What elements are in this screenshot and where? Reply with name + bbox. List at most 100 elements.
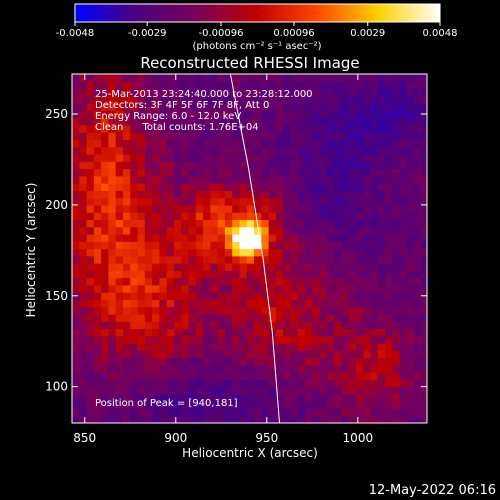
heatmap-cell xyxy=(305,204,313,213)
heatmap-cell xyxy=(363,335,372,344)
heatmap-cell xyxy=(363,372,372,380)
heatmap-cell xyxy=(283,212,292,221)
heatmap-cell xyxy=(341,226,350,235)
heatmap-cell xyxy=(363,168,372,177)
heatmap-cell xyxy=(101,357,110,366)
heatmap-cell xyxy=(203,357,211,366)
heatmap-cell xyxy=(181,350,190,359)
heatmap-cell xyxy=(326,103,335,111)
heatmap-cell xyxy=(334,350,343,359)
heatmap-cell xyxy=(319,153,328,162)
heatmap-cell xyxy=(261,241,270,250)
heatmap-cell xyxy=(195,408,204,417)
heatmap-cell xyxy=(363,248,372,257)
heatmap-cell xyxy=(159,183,168,191)
heatmap-cell xyxy=(72,161,80,170)
heatmap-cell xyxy=(224,292,233,300)
heatmap-cell xyxy=(334,74,343,82)
heatmap-cell xyxy=(370,168,379,177)
heatmap-cell xyxy=(188,132,197,141)
heatmap-cell xyxy=(203,292,211,300)
heatmap-cell xyxy=(348,161,357,170)
heatmap-cell xyxy=(370,328,379,337)
heatmap-cell xyxy=(72,175,80,184)
heatmap-cell xyxy=(137,197,146,206)
heatmap-cell xyxy=(399,263,408,271)
heatmap-cell xyxy=(181,139,190,148)
heatmap-cell xyxy=(254,190,262,199)
heatmap-cell xyxy=(385,255,394,264)
heatmap-cell xyxy=(268,299,277,308)
heatmap-cell xyxy=(377,197,386,206)
heatmap-cell xyxy=(166,248,175,257)
heatmap-cell xyxy=(239,95,248,104)
heatmap-cell xyxy=(86,190,95,199)
heatmap-cell xyxy=(319,212,328,221)
heatmap-cell xyxy=(297,393,306,402)
heatmap-cell xyxy=(297,313,306,322)
heatmap-cell xyxy=(72,299,80,308)
heatmap-cell xyxy=(108,321,117,330)
heatmap-cell xyxy=(159,343,168,351)
heatmap-cell xyxy=(108,313,117,322)
heatmap-cell xyxy=(290,204,299,213)
heatmap-cell xyxy=(181,103,190,111)
heatmap-cell xyxy=(79,161,88,170)
heatmap-cell xyxy=(319,364,328,373)
heatmap-cell xyxy=(152,270,160,279)
heatmap-cell xyxy=(173,386,182,395)
heatmap-cell xyxy=(297,103,306,111)
heatmap-cell xyxy=(254,313,262,322)
heatmap-cell xyxy=(130,379,139,388)
heatmap-cell xyxy=(356,372,364,380)
heatmap-cell xyxy=(326,81,335,90)
heatmap-cell xyxy=(305,153,313,162)
heatmap-cell xyxy=(173,183,182,191)
heatmap-cell xyxy=(181,88,190,97)
heatmap-cell xyxy=(210,364,219,373)
heatmap-cell xyxy=(224,233,233,242)
x-axis-label: Heliocentric X (arcsec) xyxy=(182,446,318,460)
heatmap-cell xyxy=(232,212,241,221)
heatmap-cell xyxy=(122,110,131,119)
heatmap-cell xyxy=(181,212,190,221)
heatmap-cell xyxy=(239,263,248,271)
heatmap-cell xyxy=(232,306,241,315)
heatmap-cell xyxy=(188,110,197,119)
heatmap-cell xyxy=(385,248,394,257)
heatmap-cell xyxy=(312,292,321,300)
heatmap-cell xyxy=(130,313,139,322)
heatmap-cell xyxy=(181,255,190,264)
chart-title: Reconstructed RHESSI Image xyxy=(140,54,359,72)
footer-timestamp: 12-May-2022 06:16 xyxy=(369,483,496,498)
heatmap-cell xyxy=(181,357,190,366)
heatmap-cell xyxy=(319,357,328,366)
heatmap-cell xyxy=(363,415,372,423)
heatmap-cell xyxy=(297,161,306,170)
heatmap-cell xyxy=(86,197,95,206)
heatmap-cell xyxy=(370,88,379,97)
heatmap-cell xyxy=(86,146,95,155)
heatmap-cell xyxy=(115,204,124,213)
heatmap-cell xyxy=(334,313,343,322)
heatmap-cell xyxy=(130,248,139,257)
heatmap-cell xyxy=(377,95,386,104)
heatmap-cell xyxy=(152,386,160,395)
heatmap-cell xyxy=(181,241,190,250)
heatmap-cell xyxy=(261,263,270,271)
heatmap-cell xyxy=(385,233,394,242)
heatmap-cell xyxy=(86,408,95,417)
heatmap-cell xyxy=(239,175,248,184)
heatmap-cell xyxy=(283,343,292,351)
heatmap-cell xyxy=(93,306,102,315)
heatmap-cell xyxy=(79,321,88,330)
heatmap-cell xyxy=(341,313,350,322)
heatmap-cell xyxy=(312,81,321,90)
heatmap-cell xyxy=(173,233,182,242)
heatmap-cell xyxy=(283,124,292,133)
heatmap-cell xyxy=(283,379,292,388)
heatmap-cell xyxy=(348,386,357,395)
heatmap-cell xyxy=(348,233,357,242)
heatmap-cell xyxy=(283,372,292,380)
heatmap-cell xyxy=(392,74,401,82)
